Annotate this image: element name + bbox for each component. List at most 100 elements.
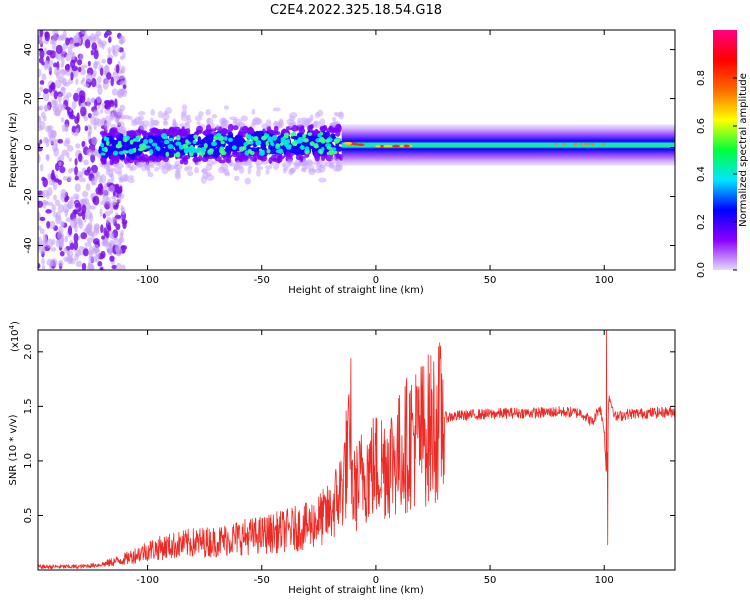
band-blob	[326, 127, 332, 133]
spectrogram-x-tick-label: 100	[595, 275, 614, 286]
band-core	[183, 147, 189, 154]
band-blob	[224, 172, 231, 177]
noise-speck	[105, 196, 111, 205]
noise-speck	[121, 264, 126, 270]
band-blob	[325, 131, 331, 138]
band-core	[173, 153, 180, 157]
band-blob	[229, 116, 238, 121]
band-blob	[227, 131, 234, 140]
band-core	[307, 132, 313, 136]
tone-hotspot	[587, 142, 591, 145]
noise-speck	[88, 255, 94, 263]
band-blob	[315, 163, 322, 171]
noise-speck	[86, 166, 92, 174]
noise-speck	[41, 257, 45, 265]
band-core	[317, 133, 322, 138]
band-blob	[335, 123, 342, 131]
noise-speck	[97, 261, 103, 267]
colorbar-tick-label: 0.8	[696, 70, 707, 86]
tone-hotspot	[554, 142, 558, 145]
band-core	[313, 143, 319, 149]
noise-speck	[96, 95, 102, 104]
band-blob	[318, 177, 327, 183]
noise-speck	[85, 183, 91, 191]
noise-speck	[51, 169, 55, 178]
colorbar: 0.0 0.2 0.4 0.6 0.8 Normalized spectral ampl…	[696, 30, 749, 278]
snr-y-tick-label: 0.5	[23, 508, 34, 524]
noise-speck	[60, 86, 66, 91]
spectrogram-x-label: Height of straight line (km)	[288, 285, 424, 296]
noise-speck	[60, 104, 67, 111]
noise-speck	[101, 42, 105, 50]
noise-speck	[41, 61, 45, 66]
noise-speck	[61, 149, 69, 156]
noise-speck	[59, 250, 65, 257]
band-blob	[238, 156, 244, 163]
noise-speck	[101, 102, 105, 110]
band-blob	[227, 123, 234, 132]
spectrogram-y-tick-label: -40	[23, 237, 34, 253]
band-core	[326, 146, 333, 150]
band-core	[228, 137, 233, 142]
band-core	[208, 148, 214, 153]
noise-speck	[83, 115, 89, 122]
noise-speck	[92, 195, 100, 206]
band-core	[280, 137, 286, 142]
band-blob	[238, 128, 243, 135]
snr-x-tick-label: 50	[484, 575, 497, 586]
noise-speck	[94, 223, 100, 231]
noise-speck	[48, 179, 55, 186]
noise-speck	[60, 63, 64, 68]
noise-speck	[91, 42, 98, 51]
band-blob	[314, 168, 323, 174]
band-blob	[150, 109, 155, 116]
band-blob	[116, 163, 124, 169]
band-core	[189, 147, 196, 154]
noise-speck	[119, 80, 126, 86]
noise-speck	[89, 205, 96, 210]
noise-speck	[64, 197, 69, 203]
noise-speck	[111, 264, 118, 270]
noise-speck	[79, 102, 86, 108]
noise-speck	[77, 59, 83, 66]
noise-speck	[53, 194, 57, 201]
band-core	[284, 142, 289, 147]
band-core	[115, 143, 123, 149]
noise-speck	[118, 69, 123, 75]
band-core	[290, 132, 294, 137]
band-blob	[319, 125, 327, 132]
band-blob	[125, 162, 131, 168]
band-core	[155, 146, 159, 150]
noise-speck	[43, 60, 51, 69]
noise-speck	[63, 139, 70, 147]
noise-speck	[64, 64, 70, 71]
noise-speck	[51, 35, 58, 42]
band-core	[211, 141, 217, 147]
colorbar-tick-label: 0.0	[696, 262, 707, 278]
noise-speck	[100, 250, 106, 259]
noise-speck	[68, 257, 76, 265]
band-core	[118, 150, 125, 155]
band-blob	[118, 135, 124, 143]
band-blob	[157, 110, 164, 119]
noise-speck	[57, 93, 62, 103]
band-core	[182, 143, 189, 150]
noise-speck	[55, 44, 63, 55]
noise-speck	[60, 221, 65, 227]
noise-speck	[54, 178, 60, 183]
noise-speck	[67, 250, 74, 258]
noise-speck	[103, 103, 109, 110]
noise-speck	[38, 106, 42, 111]
band-blob	[139, 124, 148, 131]
noise-speck	[75, 143, 81, 149]
noise-speck	[76, 36, 82, 43]
spectrogram-y-tick-label: 0	[23, 144, 34, 150]
snr-y-multiplier-close: )	[10, 321, 21, 325]
band-blob	[296, 120, 303, 127]
noise-speck	[63, 81, 70, 87]
band-blob	[158, 142, 163, 146]
band-blob	[198, 154, 203, 162]
band-blob	[286, 159, 294, 165]
noise-speck	[64, 235, 69, 243]
